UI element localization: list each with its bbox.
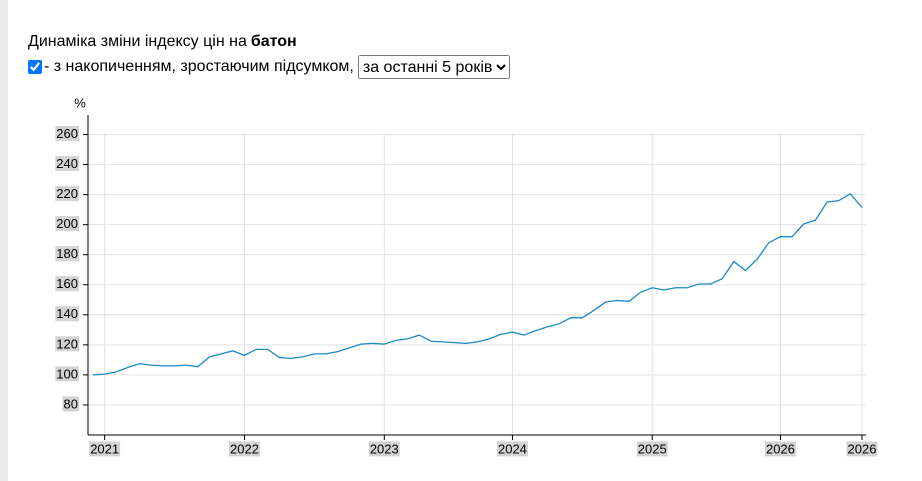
y-tick-label: 160 (56, 276, 78, 291)
cumulative-checkbox[interactable] (28, 60, 42, 74)
price-line (92, 193, 863, 376)
y-tick-label-bg (55, 186, 79, 202)
y-tick-label-bg (55, 366, 79, 382)
y-unit: % (74, 95, 86, 110)
x-tick-label: 2021 (90, 441, 119, 456)
x-tick-label: 2023 (370, 441, 399, 456)
x-tick-label: 2022 (230, 441, 259, 456)
y-tick-label: 260 (56, 126, 78, 141)
y-tick-label-bg (55, 125, 79, 141)
period-select[interactable]: за останні 5 років (357, 55, 510, 79)
title: Динаміка зміни індексу цін на батон (28, 33, 297, 51)
product: батон (250, 33, 297, 50)
y-tick-label-bg (55, 246, 79, 262)
y-tick-label-bg (55, 336, 79, 352)
side-strip (0, 0, 8, 481)
y-tick-label: 180 (56, 246, 78, 261)
x-tick-label: 2025 (638, 441, 667, 456)
x-tick-label-bg (846, 441, 878, 457)
x-tick-label-bg (89, 441, 121, 457)
y-tick-label: 140 (56, 306, 78, 321)
y-tick-label: 100 (56, 366, 78, 381)
options: - з накопиченням, зростаючим підсумком, … (28, 55, 510, 79)
y-tick-label: 80 (64, 396, 78, 411)
y-tick-label: 200 (56, 216, 78, 231)
y-tick-label-bg (55, 156, 79, 172)
x-tick-label-bg (368, 441, 400, 457)
x-tick-label-bg (229, 441, 260, 457)
title-text: Динаміка зміни індексу цін на (28, 33, 247, 50)
y-tick-label-bg (55, 216, 79, 232)
x-tick-label-bg (764, 441, 796, 457)
x-tick-label-bg (636, 441, 668, 457)
y-tick-label: 220 (56, 186, 78, 201)
y-tick-label-bg (62, 396, 79, 412)
x-tick-label: 2026 (766, 441, 795, 456)
y-tick-label-bg (55, 306, 79, 322)
y-tick-label: 240 (56, 156, 78, 171)
x-tick-label: 2024 (498, 441, 527, 456)
y-tick-label: 120 (56, 336, 78, 351)
y-tick-label-bg (55, 276, 79, 292)
x-tick-label-bg (496, 441, 528, 457)
option-label: - з накопиченням, зростаючим підсумком, (44, 58, 354, 75)
x-tick-label: 2026 (848, 441, 877, 456)
